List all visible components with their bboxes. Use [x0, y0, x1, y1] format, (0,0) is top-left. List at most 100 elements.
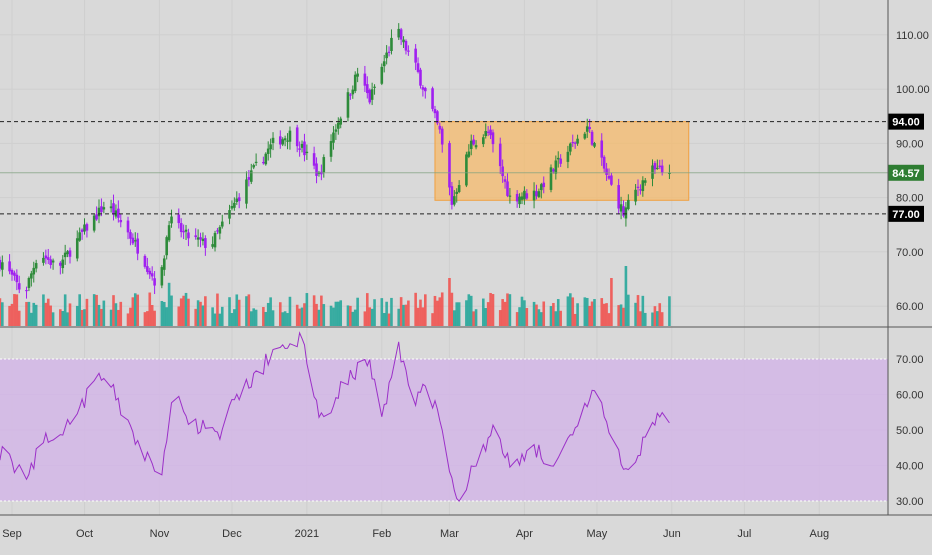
volume-bar-39: [131, 297, 135, 326]
candle-body-169: [571, 142, 575, 144]
x-tick-label-4: 2021: [295, 528, 319, 540]
volume-bars: [0, 266, 671, 326]
volume-bar-162: [549, 306, 553, 326]
candle-body-42: [143, 255, 147, 267]
candle-body-76: [254, 161, 258, 164]
volume-bar-80: [269, 297, 272, 326]
volume-bar-176: [593, 299, 596, 326]
volume-bar-3: [10, 303, 14, 326]
volume-bar-173: [585, 297, 589, 326]
x-tick-label-11: Aug: [809, 528, 829, 540]
candle-body-120: [404, 40, 408, 51]
volume-bar-133: [450, 292, 454, 326]
volume-bar-34: [114, 303, 118, 326]
candle-body-185: [624, 207, 628, 219]
candle-body-197: [668, 172, 671, 174]
volume-bar-52: [177, 306, 181, 326]
candle-body-7: [25, 289, 28, 292]
volume-bar-121: [407, 300, 410, 326]
price-tick-label-3: 80.00: [896, 193, 924, 205]
candle-body-40: [133, 240, 137, 242]
volume-bar-18: [61, 311, 65, 326]
volume-bar-101: [339, 300, 343, 326]
volume-bar-178: [602, 303, 606, 326]
candle-body-163: [552, 169, 555, 172]
volume-bar-8: [27, 301, 31, 326]
volume-bar-146: [491, 294, 495, 326]
volume-bar-172: [583, 297, 587, 326]
candle-body-21: [68, 250, 72, 257]
volume-bar-123: [416, 307, 420, 326]
volume-bar-148: [501, 299, 504, 326]
volume-bar-114: [385, 301, 388, 326]
volume-bar-171: [576, 303, 579, 326]
candle-body-166: [559, 158, 562, 164]
volume-bar-143: [484, 308, 488, 326]
volume-bar-174: [588, 305, 591, 326]
volume-bar-19: [63, 294, 67, 326]
candle-body-194: [656, 167, 659, 170]
candle-body-33: [112, 203, 115, 215]
x-tick-label-2: Nov: [150, 528, 170, 540]
volume-bar-185: [624, 266, 628, 326]
candle-body-91: [305, 151, 309, 154]
candle-body-190: [641, 180, 645, 192]
volume-bar-57: [194, 308, 197, 326]
candle-body-153: [518, 196, 521, 205]
volume-bar-129: [436, 300, 439, 326]
volume-bar-103: [349, 305, 352, 326]
volume-bar-27: [92, 294, 96, 326]
candle-body-26: [85, 224, 89, 231]
candle-body-78: [264, 153, 268, 165]
candle-body-174: [588, 127, 591, 130]
candle-body-77: [262, 161, 265, 164]
volume-bar-149: [503, 301, 507, 326]
candle-body-53: [179, 223, 183, 233]
volume-bar-84: [283, 311, 287, 326]
volume-bar-86: [288, 296, 292, 326]
volume-bar-65: [218, 313, 222, 326]
volume-bar-26: [85, 298, 89, 326]
candle-body-70: [235, 198, 239, 203]
candle-body-150: [506, 181, 509, 196]
candle-body-123: [416, 63, 420, 72]
rsi-tick-label-0: 70.00: [896, 354, 924, 366]
volume-bar-189: [639, 311, 642, 326]
volume-bar-116: [390, 297, 393, 326]
volume-bar-45: [150, 305, 154, 326]
volume-bar-21: [68, 303, 72, 326]
candle-body-18: [61, 259, 65, 269]
volume-bar-193: [653, 306, 657, 326]
volume-bar-188: [636, 295, 640, 326]
candle-body-182: [617, 185, 620, 209]
volume-bar-130: [438, 297, 442, 326]
volume-bar-2: [8, 305, 11, 326]
candle-body-124: [419, 69, 422, 86]
volume-bar-63: [213, 313, 217, 326]
candle-body-88: [298, 148, 301, 150]
x-tick-label-1: Oct: [76, 528, 93, 540]
volume-bar-44: [148, 292, 152, 326]
rsi-band: [0, 359, 888, 501]
candle-body-141: [474, 145, 478, 148]
volume-bar-71: [237, 299, 241, 326]
candle-body-102: [346, 92, 350, 118]
candle-body-63: [213, 232, 217, 248]
volume-bar-87: [295, 304, 299, 326]
candle-body-179: [605, 168, 608, 175]
candle-body-168: [569, 143, 572, 152]
candle-body-184: [622, 206, 625, 216]
volume-bar-161: [542, 301, 546, 326]
volume-bar-131: [440, 292, 444, 326]
volume-bar-153: [518, 307, 521, 326]
volume-bar-170: [573, 313, 577, 326]
candle-body-109: [368, 89, 372, 103]
x-tick-label-5: Feb: [372, 528, 391, 540]
candle-body-108: [365, 84, 369, 94]
candle-body-65: [218, 227, 222, 234]
candle-body-41: [136, 238, 139, 254]
volume-bar-90: [303, 303, 306, 326]
volume-bar-110: [370, 308, 374, 326]
